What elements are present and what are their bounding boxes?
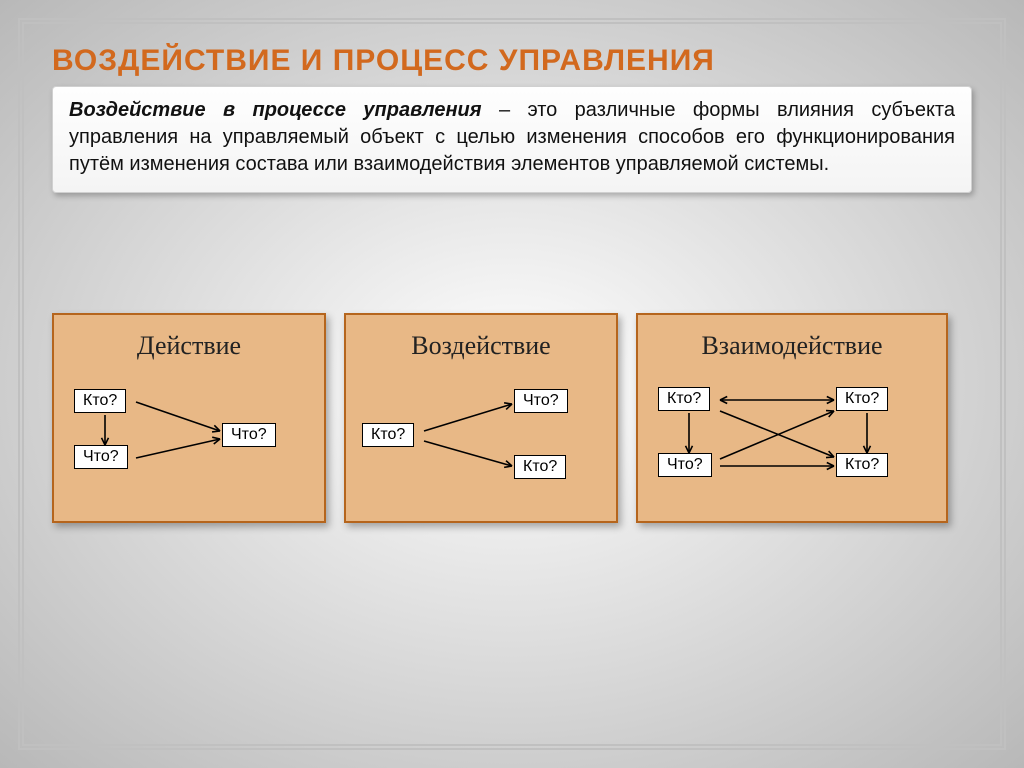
panel-action: Действие Кто? Что? Что? [52, 313, 326, 523]
diagram-node: Что? [222, 423, 276, 447]
panel-title-influence: Воздействие [354, 331, 608, 361]
diagram-influence: Кто? Что? Кто? [354, 381, 608, 511]
panel-title-action: Действие [62, 331, 316, 361]
diagram-node: Кто? [514, 455, 566, 479]
panels-row: Действие Кто? Что? Что? Воздействие Кто? Чт… [52, 313, 972, 523]
panel-influence: Воздействие Кто? Что? Кто? [344, 313, 618, 523]
slide-frame: Воздействие и процесс управления Воздейс… [18, 18, 1006, 750]
slide-title: Воздействие и процесс управления [52, 44, 972, 78]
diagram-node: Кто? [362, 423, 414, 447]
diagram-node: Кто? [74, 389, 126, 413]
diagram-node: Что? [514, 389, 568, 413]
slide: Воздействие и процесс управления Воздейс… [0, 0, 1024, 768]
panel-title-interaction: Взаимодействие [646, 331, 938, 361]
diagram-node: Кто? [836, 387, 888, 411]
definition-lead: Воздействие в процессе управления [69, 99, 482, 121]
diagram-node: Кто? [836, 453, 888, 477]
diagram-interaction: Кто? Кто? Что? Кто? [646, 381, 938, 511]
diagram-node: Кто? [658, 387, 710, 411]
panel-interaction: Взаимодействие Кто? Кто? Что? Кто? [636, 313, 948, 523]
diagram-node: Что? [74, 445, 128, 469]
definition-box: Воздействие в процессе управления – это … [52, 86, 972, 193]
diagram-action: Кто? Что? Что? [62, 381, 316, 511]
diagram-node: Что? [658, 453, 712, 477]
